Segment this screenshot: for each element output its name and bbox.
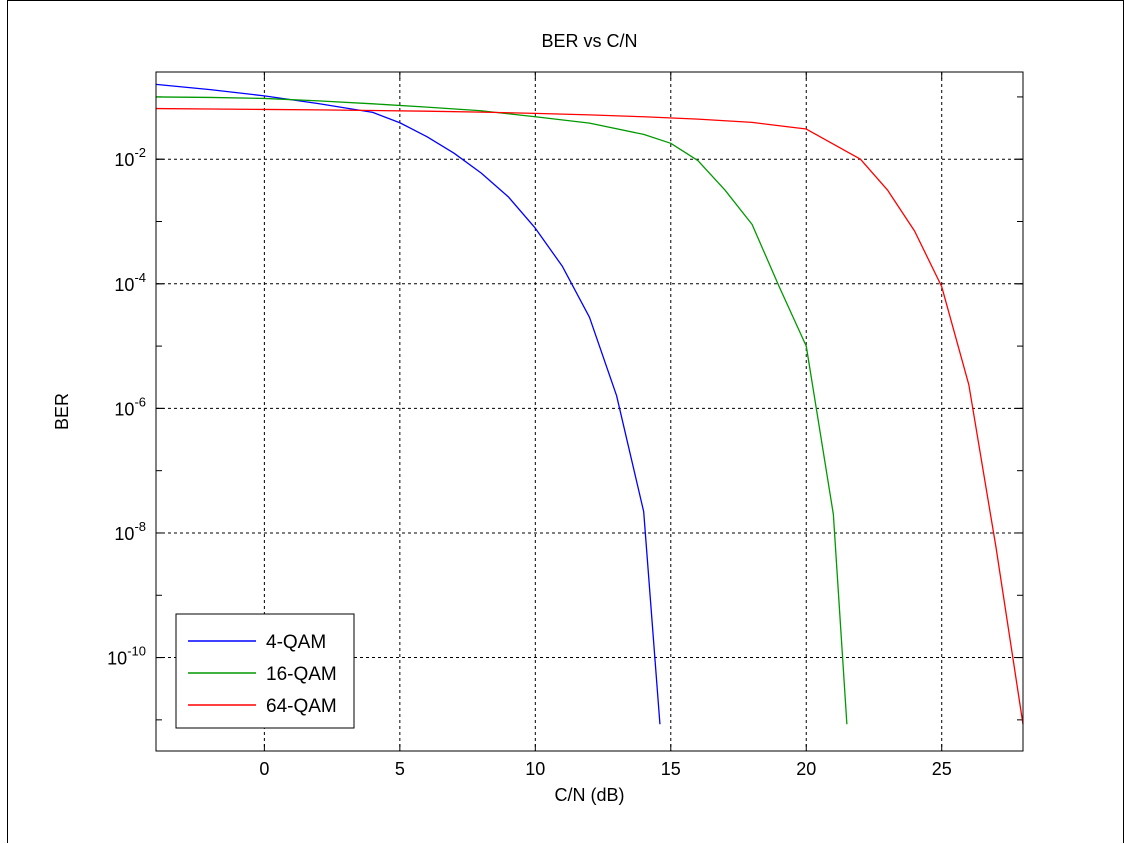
y-tick-label: 10-6 (114, 394, 146, 419)
x-axis-label: C/N (dB) (554, 785, 624, 805)
axes-box (155, 71, 1024, 752)
series-line-64-qam (155, 107, 1024, 725)
x-tick-label: 5 (395, 759, 405, 779)
legend-label: 16-QAM (266, 664, 337, 685)
y-tick-label: 10-2 (114, 145, 146, 170)
y-axis-label: BER (52, 393, 72, 430)
y-tick-label: 10-10 (107, 644, 146, 669)
legend-box (175, 613, 355, 729)
figure-frame: 0 5 10 15 20 25 10-2 10-4 10-6 10-8 10-10 BER vs C/… (7, 0, 1124, 843)
legend-label: 4-QAM (266, 632, 326, 653)
x-tick-label: 25 (932, 759, 952, 779)
x-tick-label: 10 (525, 759, 545, 779)
series-line-16-qam (155, 96, 848, 725)
x-tick-label: 15 (661, 759, 681, 779)
ber-chart: 0 5 10 15 20 25 10-2 10-4 10-6 10-8 10-10 BER vs C/… (52, 31, 1024, 805)
y-tick-label: 10-4 (114, 270, 146, 295)
chart-title: BER vs C/N (541, 31, 637, 51)
x-tick-label: 20 (796, 759, 816, 779)
legend-label: 64-QAM (266, 696, 337, 717)
y-tick-label: 10-8 (114, 519, 146, 544)
x-tick-label: 0 (259, 759, 269, 779)
